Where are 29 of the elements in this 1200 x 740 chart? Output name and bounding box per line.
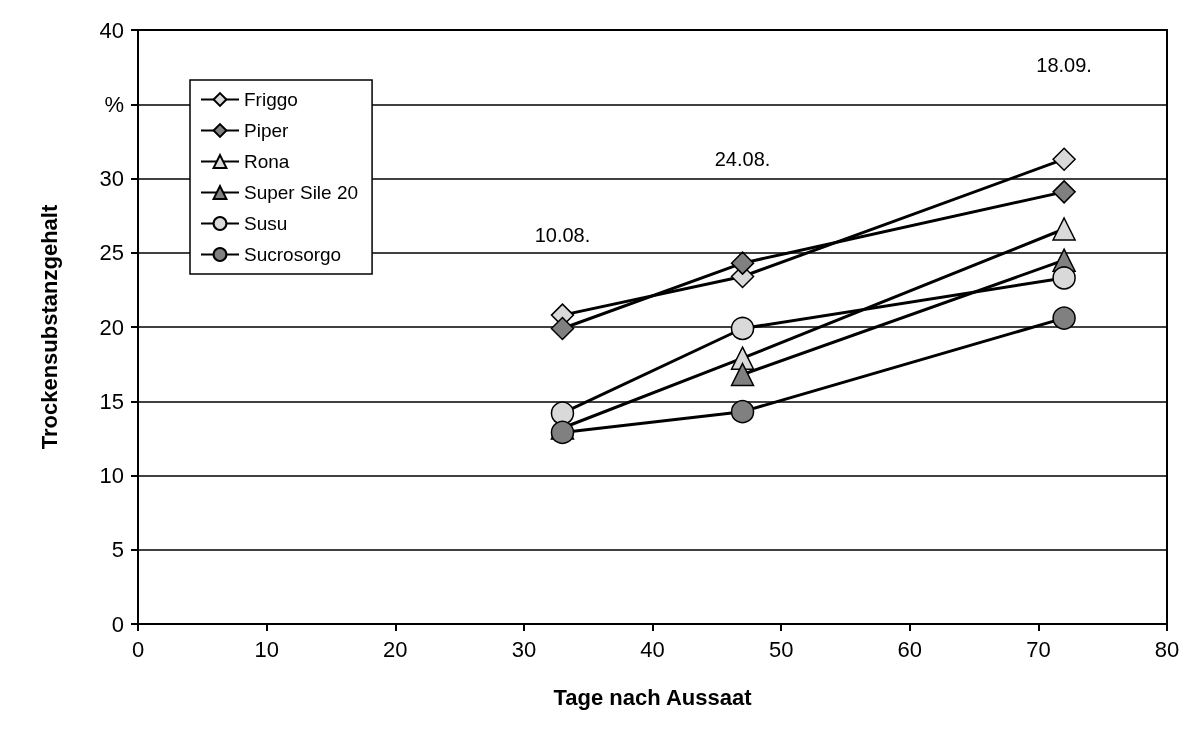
y-tick-label: 10 (99, 463, 124, 488)
annotation: 10.08. (534, 224, 591, 247)
x-tick-label: 50 (768, 636, 794, 662)
x-tick-label: 40 (640, 636, 665, 662)
y-axis-title: Trockensubstanzgehalt (36, 204, 62, 450)
x-tick-label: 20 (383, 636, 408, 662)
x-tick-label: 60 (897, 636, 922, 662)
x-tick-label: 10 (254, 636, 279, 662)
y-tick-label: 30 (99, 166, 124, 191)
legend-label: Rona (244, 151, 290, 172)
legend-label: Sucrosorgo (244, 244, 342, 265)
y-tick-label: 40 (99, 17, 124, 43)
annotation: 24.08. (714, 148, 771, 171)
y-tick-label: 25 (99, 240, 124, 266)
legend-label: Piper (244, 120, 290, 141)
x-tick-label: 80 (1154, 636, 1180, 662)
y-tick-label: 0 (111, 611, 124, 637)
x-tick-label: 30 (511, 636, 537, 662)
legend-label: Susu (244, 213, 288, 234)
legend-label: Friggo (244, 89, 298, 110)
y-tick-label: % (104, 91, 124, 117)
y-tick-label: 20 (99, 314, 124, 340)
legend-label: Super Sile 20 (244, 182, 359, 203)
y-tick-label: 5 (111, 537, 124, 563)
x-tick-label: 70 (1026, 636, 1051, 662)
annotation: 18.09. (1036, 54, 1092, 76)
x-tick-label: 0 (131, 636, 145, 662)
y-tick-label: 15 (99, 388, 124, 414)
x-axis-title: Tage nach Aussaat (553, 684, 753, 710)
